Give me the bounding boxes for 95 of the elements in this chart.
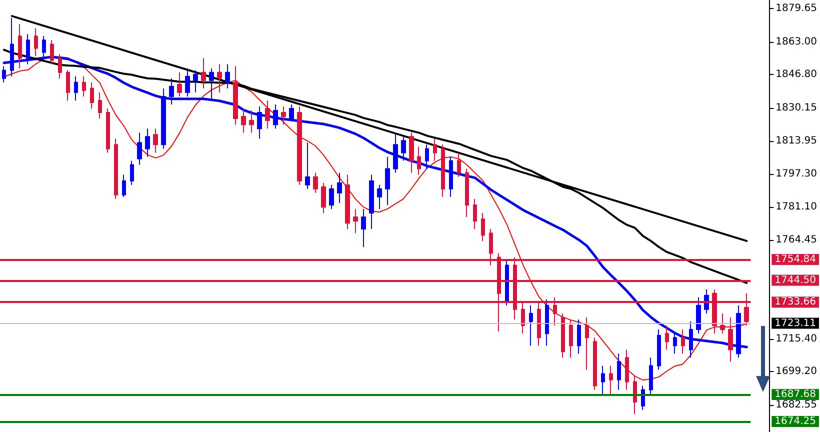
candlestick	[225, 64, 230, 89]
candlestick	[161, 88, 166, 150]
candlestick	[18, 24, 22, 69]
y-tick-label: 1764.45	[776, 234, 818, 246]
y-tick-label: 1715.40	[776, 333, 818, 344]
candlestick	[593, 337, 597, 390]
ref-line-label: 1754.84	[774, 254, 816, 266]
candlestick	[249, 110, 254, 134]
candlestick	[169, 78, 174, 105]
candlestick	[425, 144, 429, 170]
candlestick	[273, 104, 278, 130]
candlestick	[696, 296, 701, 334]
candlestick	[601, 365, 605, 394]
candlestick	[457, 152, 461, 178]
candlestick	[577, 318, 581, 354]
candlestick	[153, 128, 158, 154]
candlestick	[185, 68, 190, 97]
candlestick	[289, 104, 294, 122]
candlestick	[561, 312, 565, 358]
candlestick	[481, 212, 485, 242]
candlestick	[625, 349, 629, 390]
candlestick	[201, 58, 206, 89]
candlestick	[241, 108, 246, 134]
candlestick	[617, 353, 621, 390]
candlestick	[122, 174, 126, 198]
candlestick	[265, 100, 270, 130]
candlestick	[728, 316, 733, 362]
candlestick	[305, 142, 310, 190]
candlestick	[505, 258, 509, 306]
candlestick	[529, 304, 533, 346]
candlestick	[106, 108, 110, 154]
candlestick	[385, 156, 390, 206]
candlestick	[2, 66, 6, 83]
candlestick	[209, 68, 214, 99]
candlestick	[720, 312, 725, 334]
candlestick	[217, 64, 222, 93]
candlestick	[609, 365, 613, 394]
candlestick	[361, 208, 366, 248]
candlestick	[473, 198, 477, 230]
candlestick	[82, 76, 86, 97]
candlestick	[337, 172, 342, 204]
candlestick	[433, 138, 437, 162]
candlestick	[633, 375, 637, 414]
candlestick	[58, 54, 62, 79]
candlestick	[90, 82, 94, 109]
y-tick-label: 1830.15	[776, 102, 818, 114]
candlestick	[34, 28, 38, 57]
candlestick	[66, 70, 70, 101]
candlestick	[98, 92, 102, 120]
y-tick-label: 1879.65	[776, 3, 818, 14]
candlestick	[74, 76, 78, 101]
candlestick	[449, 156, 453, 198]
candlestick	[665, 325, 669, 350]
y-tick-label: 1813.95	[776, 135, 818, 146]
candlestick	[409, 132, 414, 174]
y-tick-label: 1797.30	[776, 168, 818, 180]
candlestick	[193, 70, 198, 93]
ref-line-label: 1723.11	[774, 318, 816, 329]
y-tick-label: 1682.55	[776, 399, 818, 410]
candlestick	[145, 128, 150, 158]
candlestick	[137, 132, 142, 166]
y-tick-label: 1699.20	[776, 366, 818, 377]
candlestick	[681, 329, 685, 354]
ref-line-label: 1687.68	[774, 388, 816, 400]
candlestick	[465, 168, 469, 218]
candlestick	[441, 144, 445, 198]
y-tick-label: 1846.80	[776, 69, 818, 80]
candlestick	[545, 298, 549, 346]
candlestick	[393, 132, 398, 174]
candlestick	[313, 172, 318, 194]
candlestick	[130, 160, 134, 186]
candlestick	[569, 318, 573, 358]
candlestick	[353, 208, 358, 234]
candlestick	[329, 184, 334, 210]
candlestick	[297, 106, 302, 186]
candlestick	[417, 146, 421, 176]
y-tick-label: 1781.10	[776, 201, 818, 212]
ref-line-label: 1744.50	[774, 274, 816, 286]
candlestick	[281, 106, 286, 126]
candlestick	[585, 316, 589, 370]
candlestick	[369, 174, 374, 230]
candlestick	[401, 136, 406, 162]
y-tick-label: 1863.00	[776, 36, 818, 48]
candlestick	[114, 138, 118, 200]
candlestick	[377, 184, 382, 210]
candlestick	[649, 357, 653, 394]
candlestick	[657, 329, 661, 370]
ref-line-label: 1674.25	[774, 416, 816, 427]
candlestick	[321, 182, 326, 214]
candlestick	[257, 106, 262, 140]
candlestick	[233, 66, 238, 126]
ref-line-label: 1733.66	[774, 296, 816, 308]
candlestick	[345, 174, 350, 230]
candlestick	[50, 40, 54, 65]
candlestick	[177, 72, 182, 97]
